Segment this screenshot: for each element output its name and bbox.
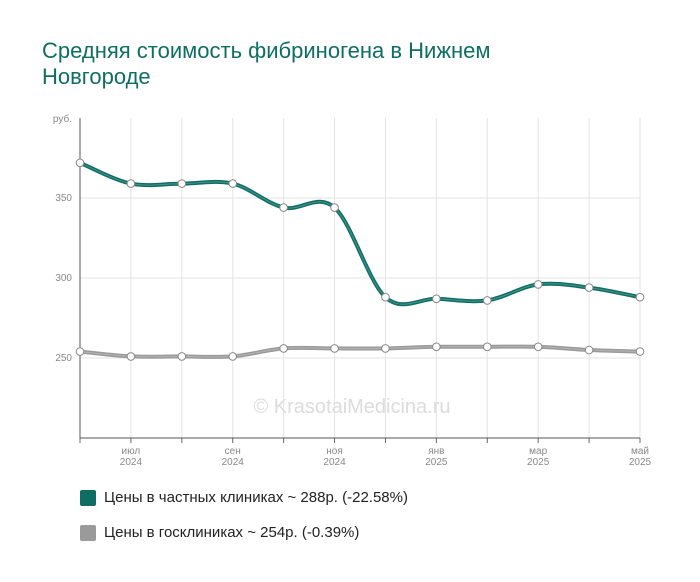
point <box>584 345 594 355</box>
point <box>432 342 441 352</box>
point <box>584 283 594 292</box>
legend-label: Цены в госклиниках ~ 254р. (-0.39%) <box>104 524 360 541</box>
legend-label: Цены в частных клиниках ~ 288р. (-22.58%… <box>104 489 408 506</box>
point <box>533 280 543 289</box>
y-tick-label: 300 <box>55 273 72 284</box>
y-unit: руб. <box>53 113 72 125</box>
x-tick-label: сен 2024 <box>221 446 244 468</box>
x-tick-label: ноя 2024 <box>323 446 346 468</box>
x-tick-label: мар 2025 <box>527 446 550 468</box>
point <box>635 347 645 356</box>
point <box>228 352 238 361</box>
point <box>75 158 85 168</box>
watermark: © KrasotaiMedicina.ru <box>253 396 450 418</box>
legend-item: Цены в госклиниках ~ 254р. (-0.39%) <box>80 524 359 541</box>
point <box>635 292 645 302</box>
point <box>177 179 187 188</box>
point <box>330 344 339 353</box>
point <box>381 344 390 353</box>
point <box>228 179 238 188</box>
point <box>533 342 543 352</box>
y-tick-label: 350 <box>55 193 72 204</box>
legend-swatch <box>80 524 96 541</box>
point <box>126 179 136 188</box>
chart-title: Средняя стоимость фибриногена в Нижнем Н… <box>42 38 491 89</box>
point <box>126 352 136 361</box>
legend-item: Цены в частных клиниках ~ 288р. (-22.58%… <box>80 489 408 506</box>
x-tick-label: янв 2025 <box>425 446 448 468</box>
point <box>75 347 85 356</box>
point <box>432 294 441 304</box>
point <box>482 296 492 305</box>
point <box>279 344 288 353</box>
y-tick-label: 250 <box>55 353 72 364</box>
legend-swatch <box>80 489 96 506</box>
x-tick-label: май 2025 <box>628 446 652 468</box>
point <box>177 352 187 361</box>
x-tick-label: июл 2024 <box>119 446 143 468</box>
point <box>330 203 339 212</box>
point <box>279 203 288 212</box>
point <box>381 292 390 302</box>
point <box>482 342 492 352</box>
